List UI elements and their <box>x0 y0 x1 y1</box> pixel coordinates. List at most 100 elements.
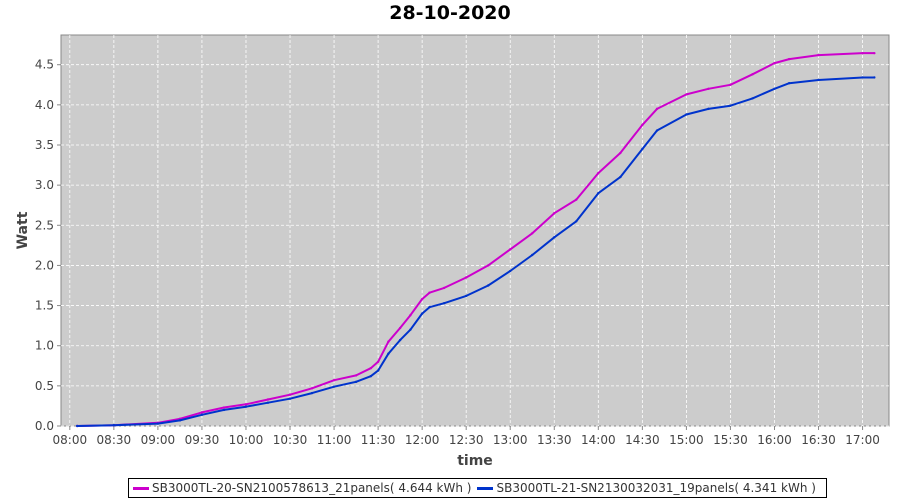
data-point <box>310 387 314 390</box>
x-tick-label: 15:00 <box>669 433 704 447</box>
data-point <box>597 191 600 195</box>
data-point <box>354 374 358 377</box>
y-tick-label: 1.0 <box>35 339 54 353</box>
y-tick-label: 3.0 <box>35 178 54 192</box>
x-tick-label: 13:00 <box>493 433 528 447</box>
legend-item: SB3000TL-21-SN2130032031_19panels( 4.341… <box>477 481 816 495</box>
data-point <box>729 83 732 86</box>
data-point <box>376 360 380 363</box>
data-point <box>773 61 776 65</box>
x-tick-label: 08:30 <box>97 433 132 447</box>
data-point <box>575 198 578 201</box>
x-axis-label: time <box>457 453 493 469</box>
data-point <box>75 424 79 428</box>
x-tick-label: 16:00 <box>757 433 792 447</box>
data-point <box>200 411 204 414</box>
data-point <box>509 248 512 251</box>
x-tick-label: 11:00 <box>317 433 352 447</box>
data-point <box>428 291 431 294</box>
y-tick-label: 0.5 <box>35 379 54 393</box>
data-point <box>655 107 659 111</box>
y-tick-label: 2.5 <box>35 218 54 232</box>
legend-swatch <box>133 486 149 490</box>
data-point <box>428 305 431 309</box>
data-point <box>531 232 534 235</box>
data-point <box>310 391 314 395</box>
data-point <box>873 51 876 55</box>
data-point <box>553 236 556 239</box>
data-point <box>487 264 490 267</box>
data-point <box>420 312 424 315</box>
data-point <box>387 352 390 355</box>
data-point <box>409 328 412 331</box>
legend-label: SB3000TL-20-SN2100578613_21panels( 4.644… <box>152 481 472 495</box>
y-tick-label: 3.5 <box>35 138 54 152</box>
data-point <box>222 408 226 412</box>
x-tick-label: 12:00 <box>405 433 440 447</box>
data-point <box>751 97 754 100</box>
data-point <box>787 81 791 85</box>
data-point <box>509 269 512 273</box>
y-tick-label: 4.0 <box>35 98 54 112</box>
data-point <box>200 413 204 416</box>
data-point <box>707 87 710 90</box>
data-point <box>442 286 446 290</box>
x-tick-label: 12:30 <box>449 433 484 447</box>
y-tick-label: 2.0 <box>35 258 54 272</box>
data-point <box>354 380 358 384</box>
data-point <box>409 314 412 317</box>
data-point <box>773 87 776 90</box>
data-point <box>288 393 292 396</box>
y-axis-label: Watt <box>15 211 31 249</box>
x-tick-label: 14:00 <box>581 433 616 447</box>
data-point <box>369 366 372 370</box>
data-point <box>464 276 468 279</box>
data-point <box>266 398 270 401</box>
data-point <box>553 212 556 215</box>
legend-label: SB3000TL-21-SN2130032031_19panels( 4.341… <box>496 481 816 495</box>
legend-item: SB3000TL-20-SN2100578613_21panels( 4.644… <box>133 481 471 495</box>
x-tick-label: 15:30 <box>713 433 748 447</box>
x-tick-label: 10:00 <box>229 433 264 447</box>
data-point <box>398 338 402 342</box>
data-point <box>817 53 820 57</box>
data-point <box>861 51 864 55</box>
data-point <box>685 93 688 96</box>
data-point <box>487 284 490 287</box>
x-tick-label: 09:30 <box>185 433 220 447</box>
data-point <box>112 423 116 427</box>
data-point <box>641 123 644 127</box>
data-point <box>156 422 160 425</box>
data-point <box>707 107 710 111</box>
x-tick-label: 10:30 <box>273 433 308 447</box>
data-point <box>244 403 248 406</box>
data-point <box>729 104 732 107</box>
x-tick-label: 16:30 <box>801 433 836 447</box>
data-point <box>420 297 424 301</box>
data-point <box>369 375 372 378</box>
data-point <box>442 301 446 305</box>
data-point <box>641 147 644 151</box>
x-tick-label: 14:30 <box>625 433 660 447</box>
y-tick-label: 0.0 <box>35 419 54 433</box>
data-point <box>332 385 336 388</box>
data-point <box>873 76 876 79</box>
data-point <box>222 406 226 409</box>
x-tick-label: 11:30 <box>361 433 396 447</box>
data-point <box>575 220 578 223</box>
legend: SB3000TL-20-SN2100578613_21panels( 4.644… <box>128 478 827 498</box>
plot-area <box>60 34 890 427</box>
data-point <box>787 57 791 61</box>
data-point <box>266 401 270 404</box>
data-point <box>817 78 820 82</box>
data-point <box>619 151 622 155</box>
x-tick-label: 17:00 <box>845 433 880 447</box>
data-point <box>244 405 248 408</box>
x-tick-label: 13:30 <box>537 433 572 447</box>
x-tick-label: 09:00 <box>141 433 176 447</box>
data-point <box>398 326 402 330</box>
data-point <box>619 175 622 179</box>
data-point <box>531 253 534 257</box>
